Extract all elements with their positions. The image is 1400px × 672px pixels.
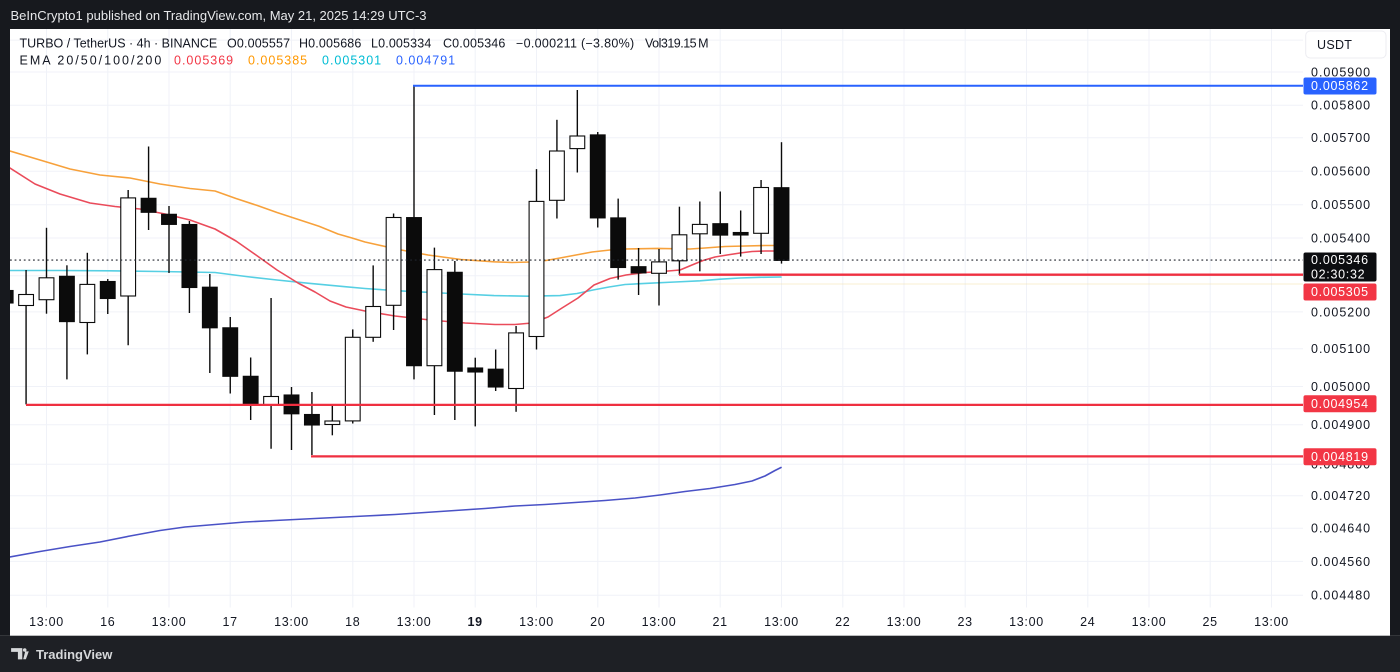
svg-text:21: 21 (713, 615, 728, 629)
svg-text:13:00: 13:00 (1009, 615, 1044, 629)
svg-text:Vol319.15 M: Vol319.15 M (645, 37, 708, 51)
svg-text:0.005900: 0.005900 (1311, 65, 1371, 79)
svg-text:0.005500: 0.005500 (1311, 198, 1371, 212)
svg-text:13:00: 13:00 (29, 615, 64, 629)
svg-text:L0.005334: L0.005334 (371, 37, 431, 51)
svg-text:18: 18 (345, 615, 360, 629)
svg-text:0.005700: 0.005700 (1311, 131, 1371, 145)
svg-text:0.004954: 0.004954 (1311, 397, 1369, 411)
svg-text:0.005200: 0.005200 (1311, 305, 1371, 319)
svg-text:TradingView: TradingView (36, 647, 113, 662)
svg-text:13:00: 13:00 (519, 615, 554, 629)
svg-text:BeInCrypto1 published on Tradi: BeInCrypto1 published on TradingView.com… (11, 8, 427, 23)
svg-text:0.005000: 0.005000 (1311, 380, 1371, 394)
svg-text:19: 19 (468, 615, 483, 629)
svg-text:0.005305: 0.005305 (1311, 285, 1369, 299)
svg-text:0.004791: 0.004791 (396, 53, 456, 67)
svg-text:0.004480: 0.004480 (1311, 589, 1371, 603)
svg-text:13:00: 13:00 (887, 615, 922, 629)
svg-text:O0.005557: O0.005557 (227, 37, 290, 51)
svg-text:EMA 20/50/100/200: EMA 20/50/100/200 (20, 53, 164, 67)
svg-text:13:00: 13:00 (642, 615, 677, 629)
svg-text:0.005346: 0.005346 (1311, 253, 1369, 267)
svg-text:0.005301: 0.005301 (322, 53, 382, 67)
svg-text:0.004720: 0.004720 (1311, 489, 1371, 503)
svg-text:22: 22 (835, 615, 850, 629)
svg-text:0.005385: 0.005385 (248, 53, 308, 67)
svg-text:13:00: 13:00 (1132, 615, 1167, 629)
svg-text:−0.000211 (−3.80%): −0.000211 (−3.80%) (516, 37, 634, 51)
svg-text:25: 25 (1203, 615, 1218, 629)
svg-text:13:00: 13:00 (764, 615, 799, 629)
svg-text:H0.005686: H0.005686 (299, 37, 362, 51)
svg-text:0.004819: 0.004819 (1311, 450, 1369, 464)
svg-text:TURBO / TetherUS · 4h · BINANC: TURBO / TetherUS · 4h · BINANCE (20, 37, 218, 51)
svg-text:0.005100: 0.005100 (1311, 342, 1371, 356)
svg-text:13:00: 13:00 (1254, 615, 1289, 629)
svg-text:02:30:32: 02:30:32 (1311, 267, 1365, 281)
svg-text:20: 20 (590, 615, 605, 629)
svg-text:24: 24 (1080, 615, 1095, 629)
svg-text:0.005800: 0.005800 (1311, 99, 1371, 113)
svg-text:17: 17 (223, 615, 238, 629)
svg-text:0.005600: 0.005600 (1311, 165, 1371, 179)
svg-text:0.004560: 0.004560 (1311, 555, 1371, 569)
svg-text:0.004640: 0.004640 (1311, 522, 1371, 536)
svg-text:13:00: 13:00 (397, 615, 432, 629)
svg-text:0.005862: 0.005862 (1311, 79, 1369, 93)
svg-text:0.005369: 0.005369 (174, 53, 234, 67)
svg-text:16: 16 (100, 615, 115, 629)
svg-text:23: 23 (958, 615, 973, 629)
svg-text:C0.005346: C0.005346 (443, 37, 506, 51)
svg-text:13:00: 13:00 (152, 615, 187, 629)
svg-text:0.005400: 0.005400 (1311, 231, 1371, 245)
svg-text:0.004900: 0.004900 (1311, 418, 1371, 432)
svg-text:13:00: 13:00 (274, 615, 309, 629)
svg-text:USDT: USDT (1317, 38, 1352, 52)
